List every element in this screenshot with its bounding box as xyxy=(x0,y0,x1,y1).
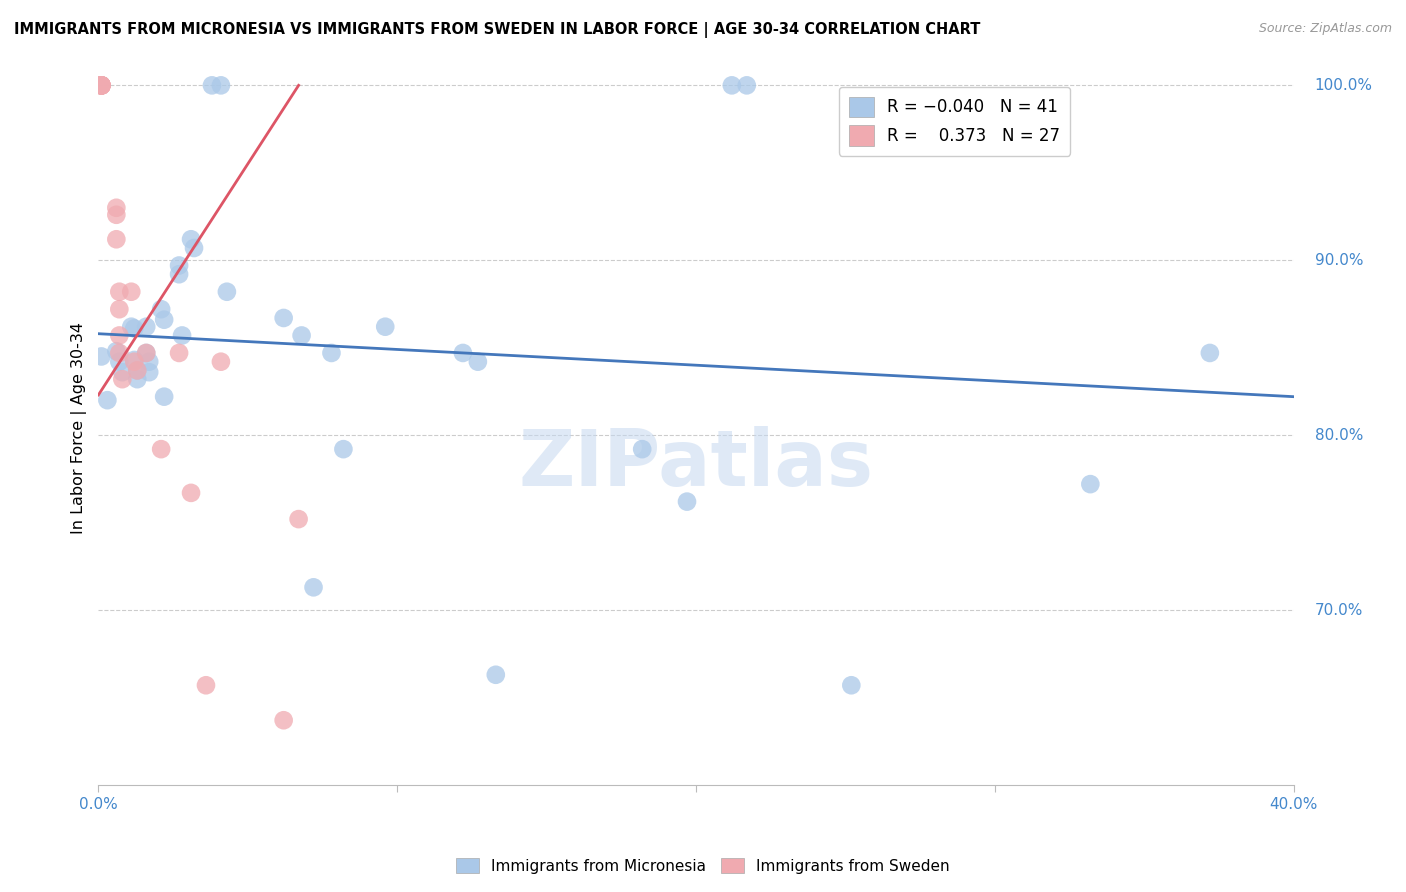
Point xyxy=(105,201,128,215)
Point xyxy=(108,328,131,343)
Point xyxy=(676,494,699,508)
Point xyxy=(90,78,112,93)
Text: 100.0%: 100.0% xyxy=(1315,78,1372,93)
Point xyxy=(209,78,232,93)
Point xyxy=(127,363,149,377)
Point xyxy=(167,259,190,273)
Point xyxy=(105,344,128,359)
Point xyxy=(631,442,654,457)
Point xyxy=(124,353,146,368)
Point xyxy=(90,78,112,93)
Point xyxy=(150,442,173,457)
Point xyxy=(209,354,232,368)
Point xyxy=(451,346,474,360)
Point xyxy=(108,346,131,360)
Point xyxy=(153,390,176,404)
Text: IMMIGRANTS FROM MICRONESIA VS IMMIGRANTS FROM SWEDEN IN LABOR FORCE | AGE 30-34 : IMMIGRANTS FROM MICRONESIA VS IMMIGRANTS… xyxy=(14,22,980,38)
Point xyxy=(120,285,142,299)
Point xyxy=(332,442,354,457)
Text: Source: ZipAtlas.com: Source: ZipAtlas.com xyxy=(1258,22,1392,36)
Point xyxy=(215,285,238,299)
Legend: R = −0.040   N = 41, R =    0.373   N = 27: R = −0.040 N = 41, R = 0.373 N = 27 xyxy=(839,87,1070,156)
Point xyxy=(124,354,146,368)
Point xyxy=(167,267,190,281)
Point xyxy=(108,354,131,368)
Point xyxy=(108,285,131,299)
Point xyxy=(135,346,157,360)
Point xyxy=(90,78,112,93)
Point xyxy=(183,241,205,255)
Point xyxy=(111,372,134,386)
Point xyxy=(90,78,112,93)
Point xyxy=(180,232,202,246)
Point xyxy=(374,319,396,334)
Point xyxy=(273,713,295,727)
Point xyxy=(287,512,309,526)
Text: 90.0%: 90.0% xyxy=(1315,252,1362,268)
Point xyxy=(120,319,142,334)
Point xyxy=(153,312,176,326)
Point xyxy=(167,346,190,360)
Point xyxy=(172,328,194,343)
Point xyxy=(105,232,128,246)
Point xyxy=(96,393,118,408)
Point xyxy=(485,667,508,681)
Point xyxy=(90,78,112,93)
Point xyxy=(467,354,489,368)
Point xyxy=(127,363,149,377)
Point xyxy=(90,78,112,93)
Point xyxy=(105,208,128,222)
Point xyxy=(138,354,160,368)
Point xyxy=(273,310,295,325)
Point xyxy=(321,346,343,360)
Point xyxy=(180,486,202,500)
Point xyxy=(1080,477,1102,491)
Point xyxy=(90,78,112,93)
Point xyxy=(135,346,157,360)
Point xyxy=(150,302,173,317)
Point xyxy=(201,78,224,93)
Point xyxy=(135,319,157,334)
Point xyxy=(108,302,131,317)
Point xyxy=(90,78,112,93)
Text: 70.0%: 70.0% xyxy=(1315,603,1362,617)
Point xyxy=(1198,346,1220,360)
Text: ZIPatlas: ZIPatlas xyxy=(519,425,873,502)
Point xyxy=(138,365,160,379)
Point xyxy=(124,321,146,335)
Point xyxy=(90,350,112,364)
Point xyxy=(302,580,325,594)
Point xyxy=(721,78,744,93)
Point xyxy=(111,365,134,379)
Y-axis label: In Labor Force | Age 30-34: In Labor Force | Age 30-34 xyxy=(72,322,87,534)
Point xyxy=(194,678,218,692)
Point xyxy=(735,78,758,93)
Text: 80.0%: 80.0% xyxy=(1315,427,1362,442)
Legend: Immigrants from Micronesia, Immigrants from Sweden: Immigrants from Micronesia, Immigrants f… xyxy=(450,852,956,880)
Point xyxy=(841,678,863,692)
Point xyxy=(127,372,149,386)
Point xyxy=(290,328,312,343)
